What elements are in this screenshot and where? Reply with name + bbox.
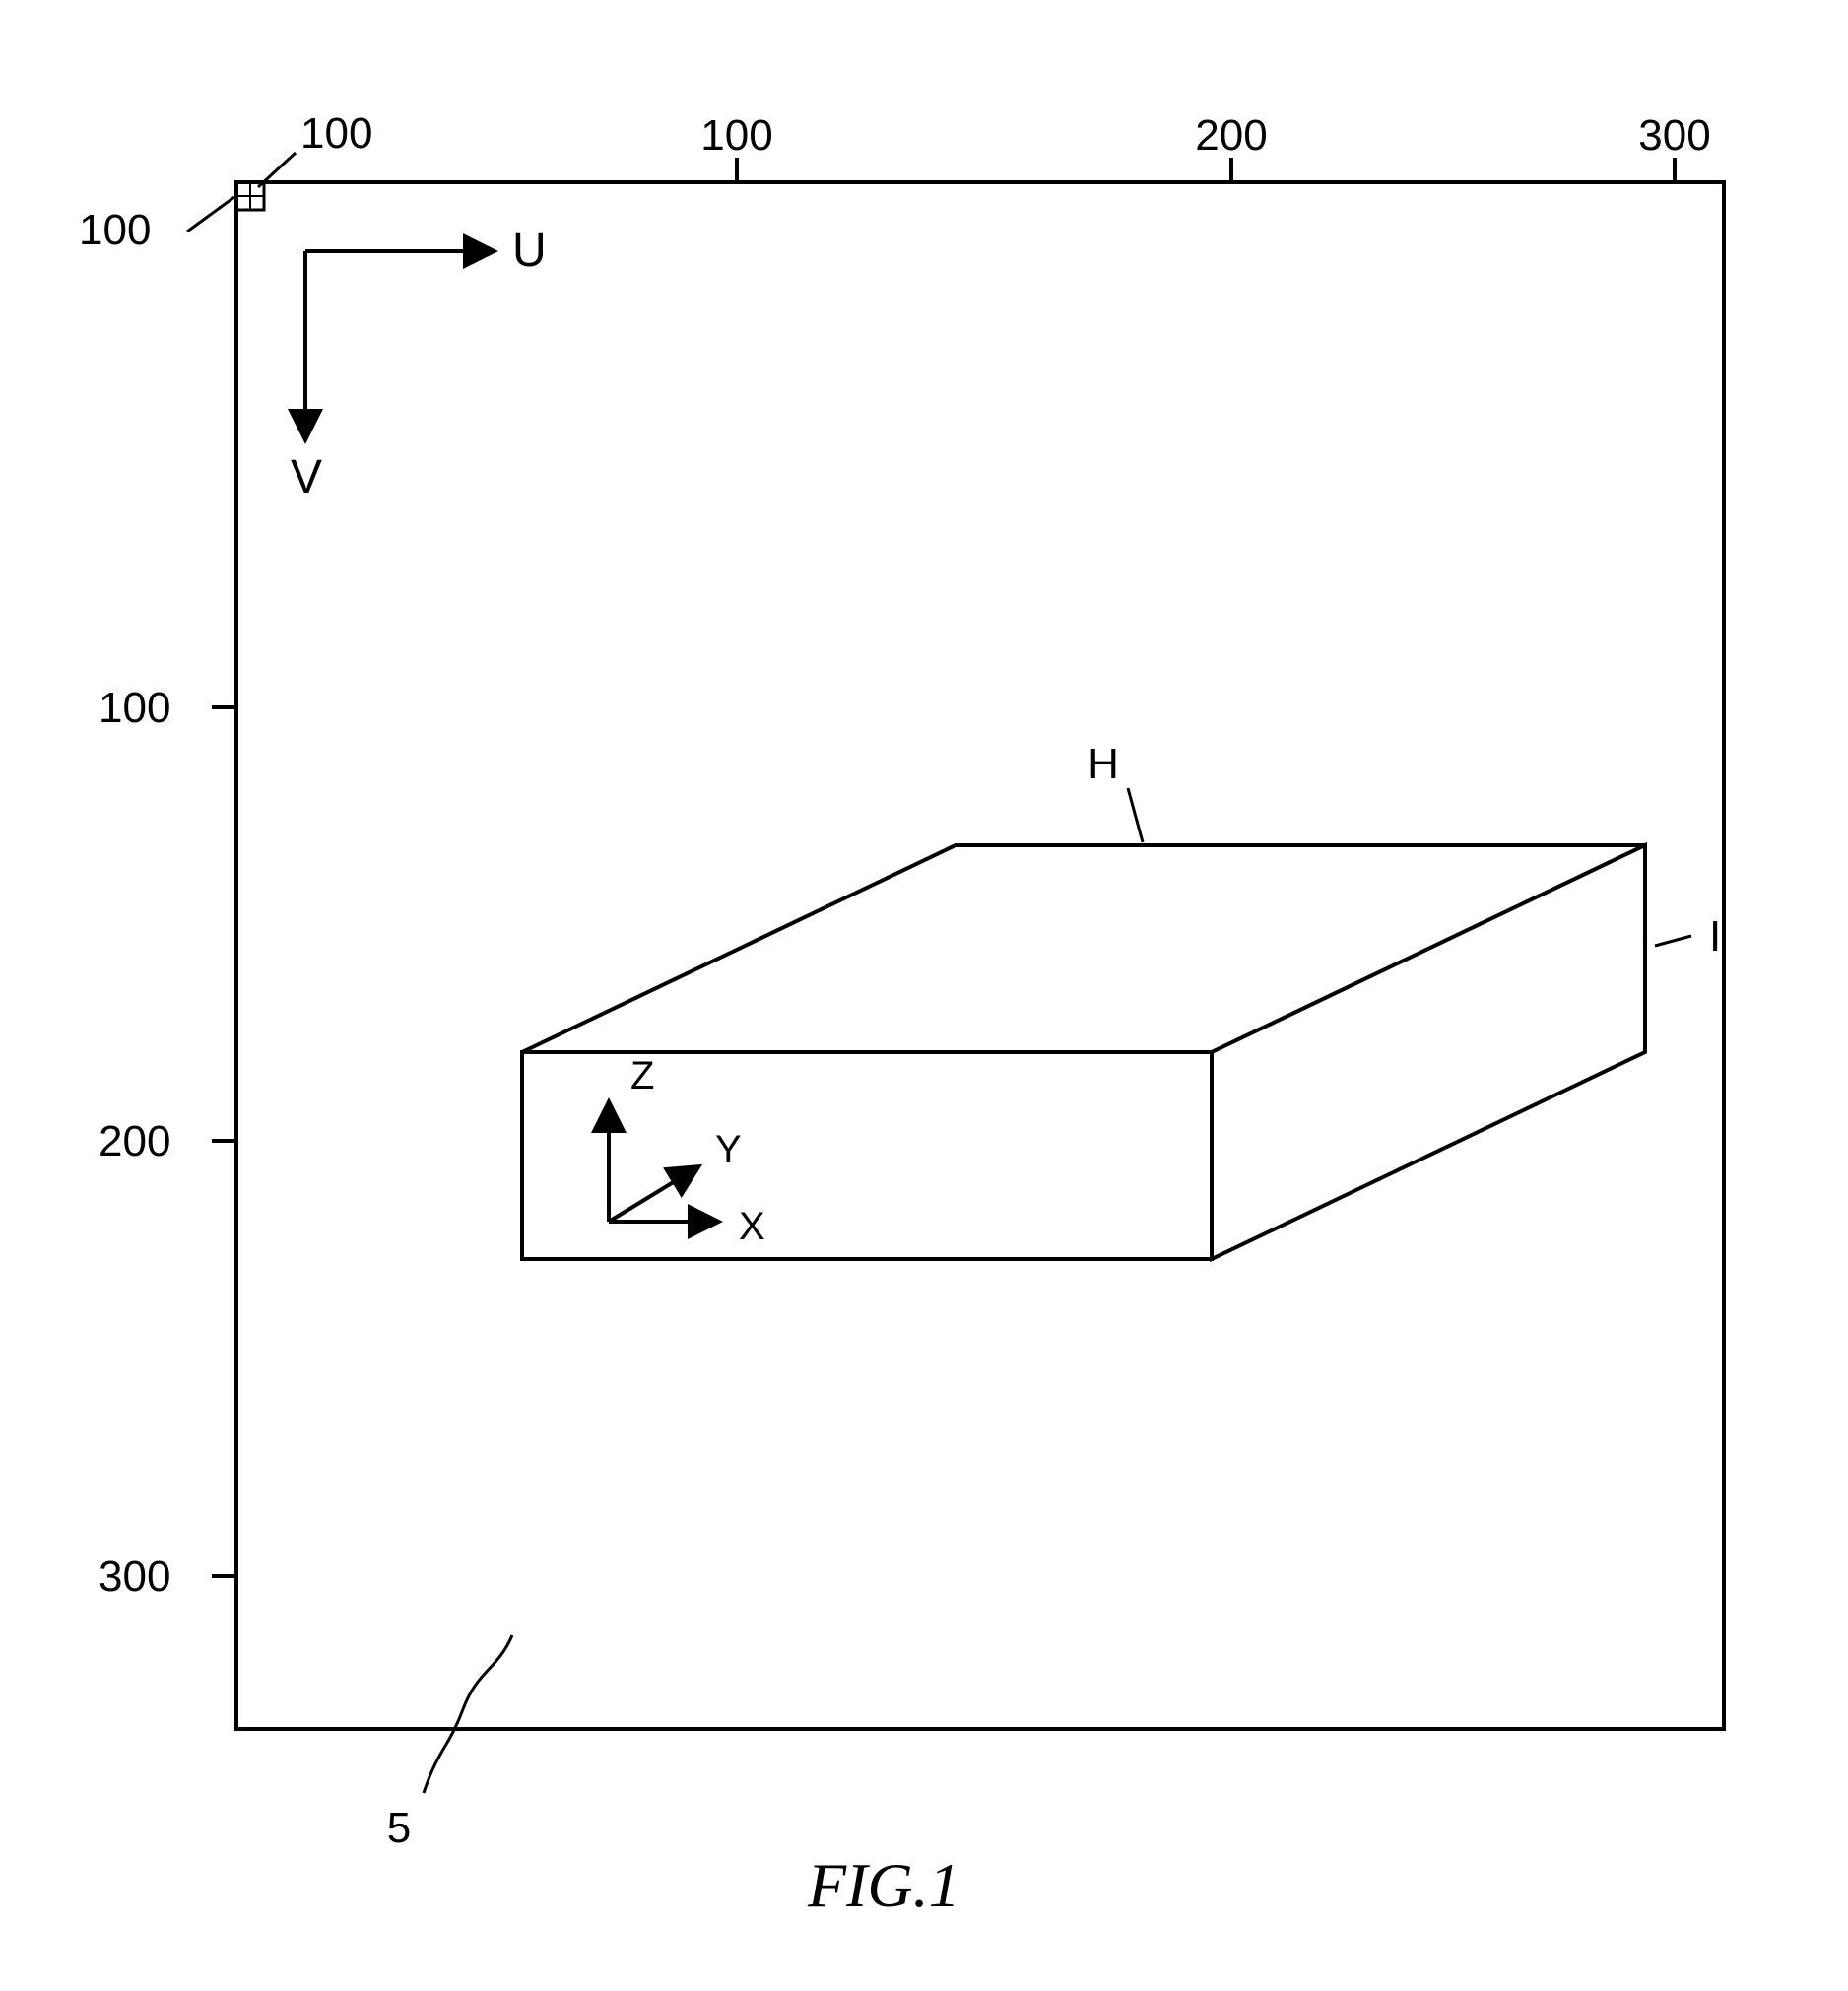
corner-leader-left [187,197,234,232]
y-axis-label: Y [715,1128,742,1171]
figure-svg: 100 100 U V 100 200 300 100 200 300 H I Z XY 5 FIG.1 [0,0,1848,1991]
corner-label-left: 100 [79,206,151,254]
box-label-h-tick [1128,788,1143,842]
box-label-h: H [1088,740,1119,788]
x-axis-label: X [739,1205,765,1248]
z-axis-label: Z [630,1054,654,1097]
corner-label-right: 100 [300,109,372,158]
left-tick-label-2: 300 [99,1553,170,1601]
v-axis-label: V [291,451,322,503]
left-tick-label-0: 100 [99,684,170,732]
figure-container: 100 100 U V 100 200 300 100 200 300 H I Z XY 5 FIG.1 [0,0,1848,1991]
box-label-i-tick [1655,936,1691,946]
u-axis-label: U [512,225,547,277]
figure-caption: FIG.1 [807,1850,960,1920]
frame-ref-leader [424,1635,512,1793]
box-label-i: I [1709,912,1721,961]
top-tick-label-1: 200 [1195,111,1267,160]
top-tick-label-2: 300 [1638,111,1710,160]
top-tick-label-0: 100 [700,111,772,160]
left-tick-label-1: 200 [99,1117,170,1165]
frame-ref-label: 5 [387,1804,411,1852]
box-front-face [522,1052,1212,1259]
